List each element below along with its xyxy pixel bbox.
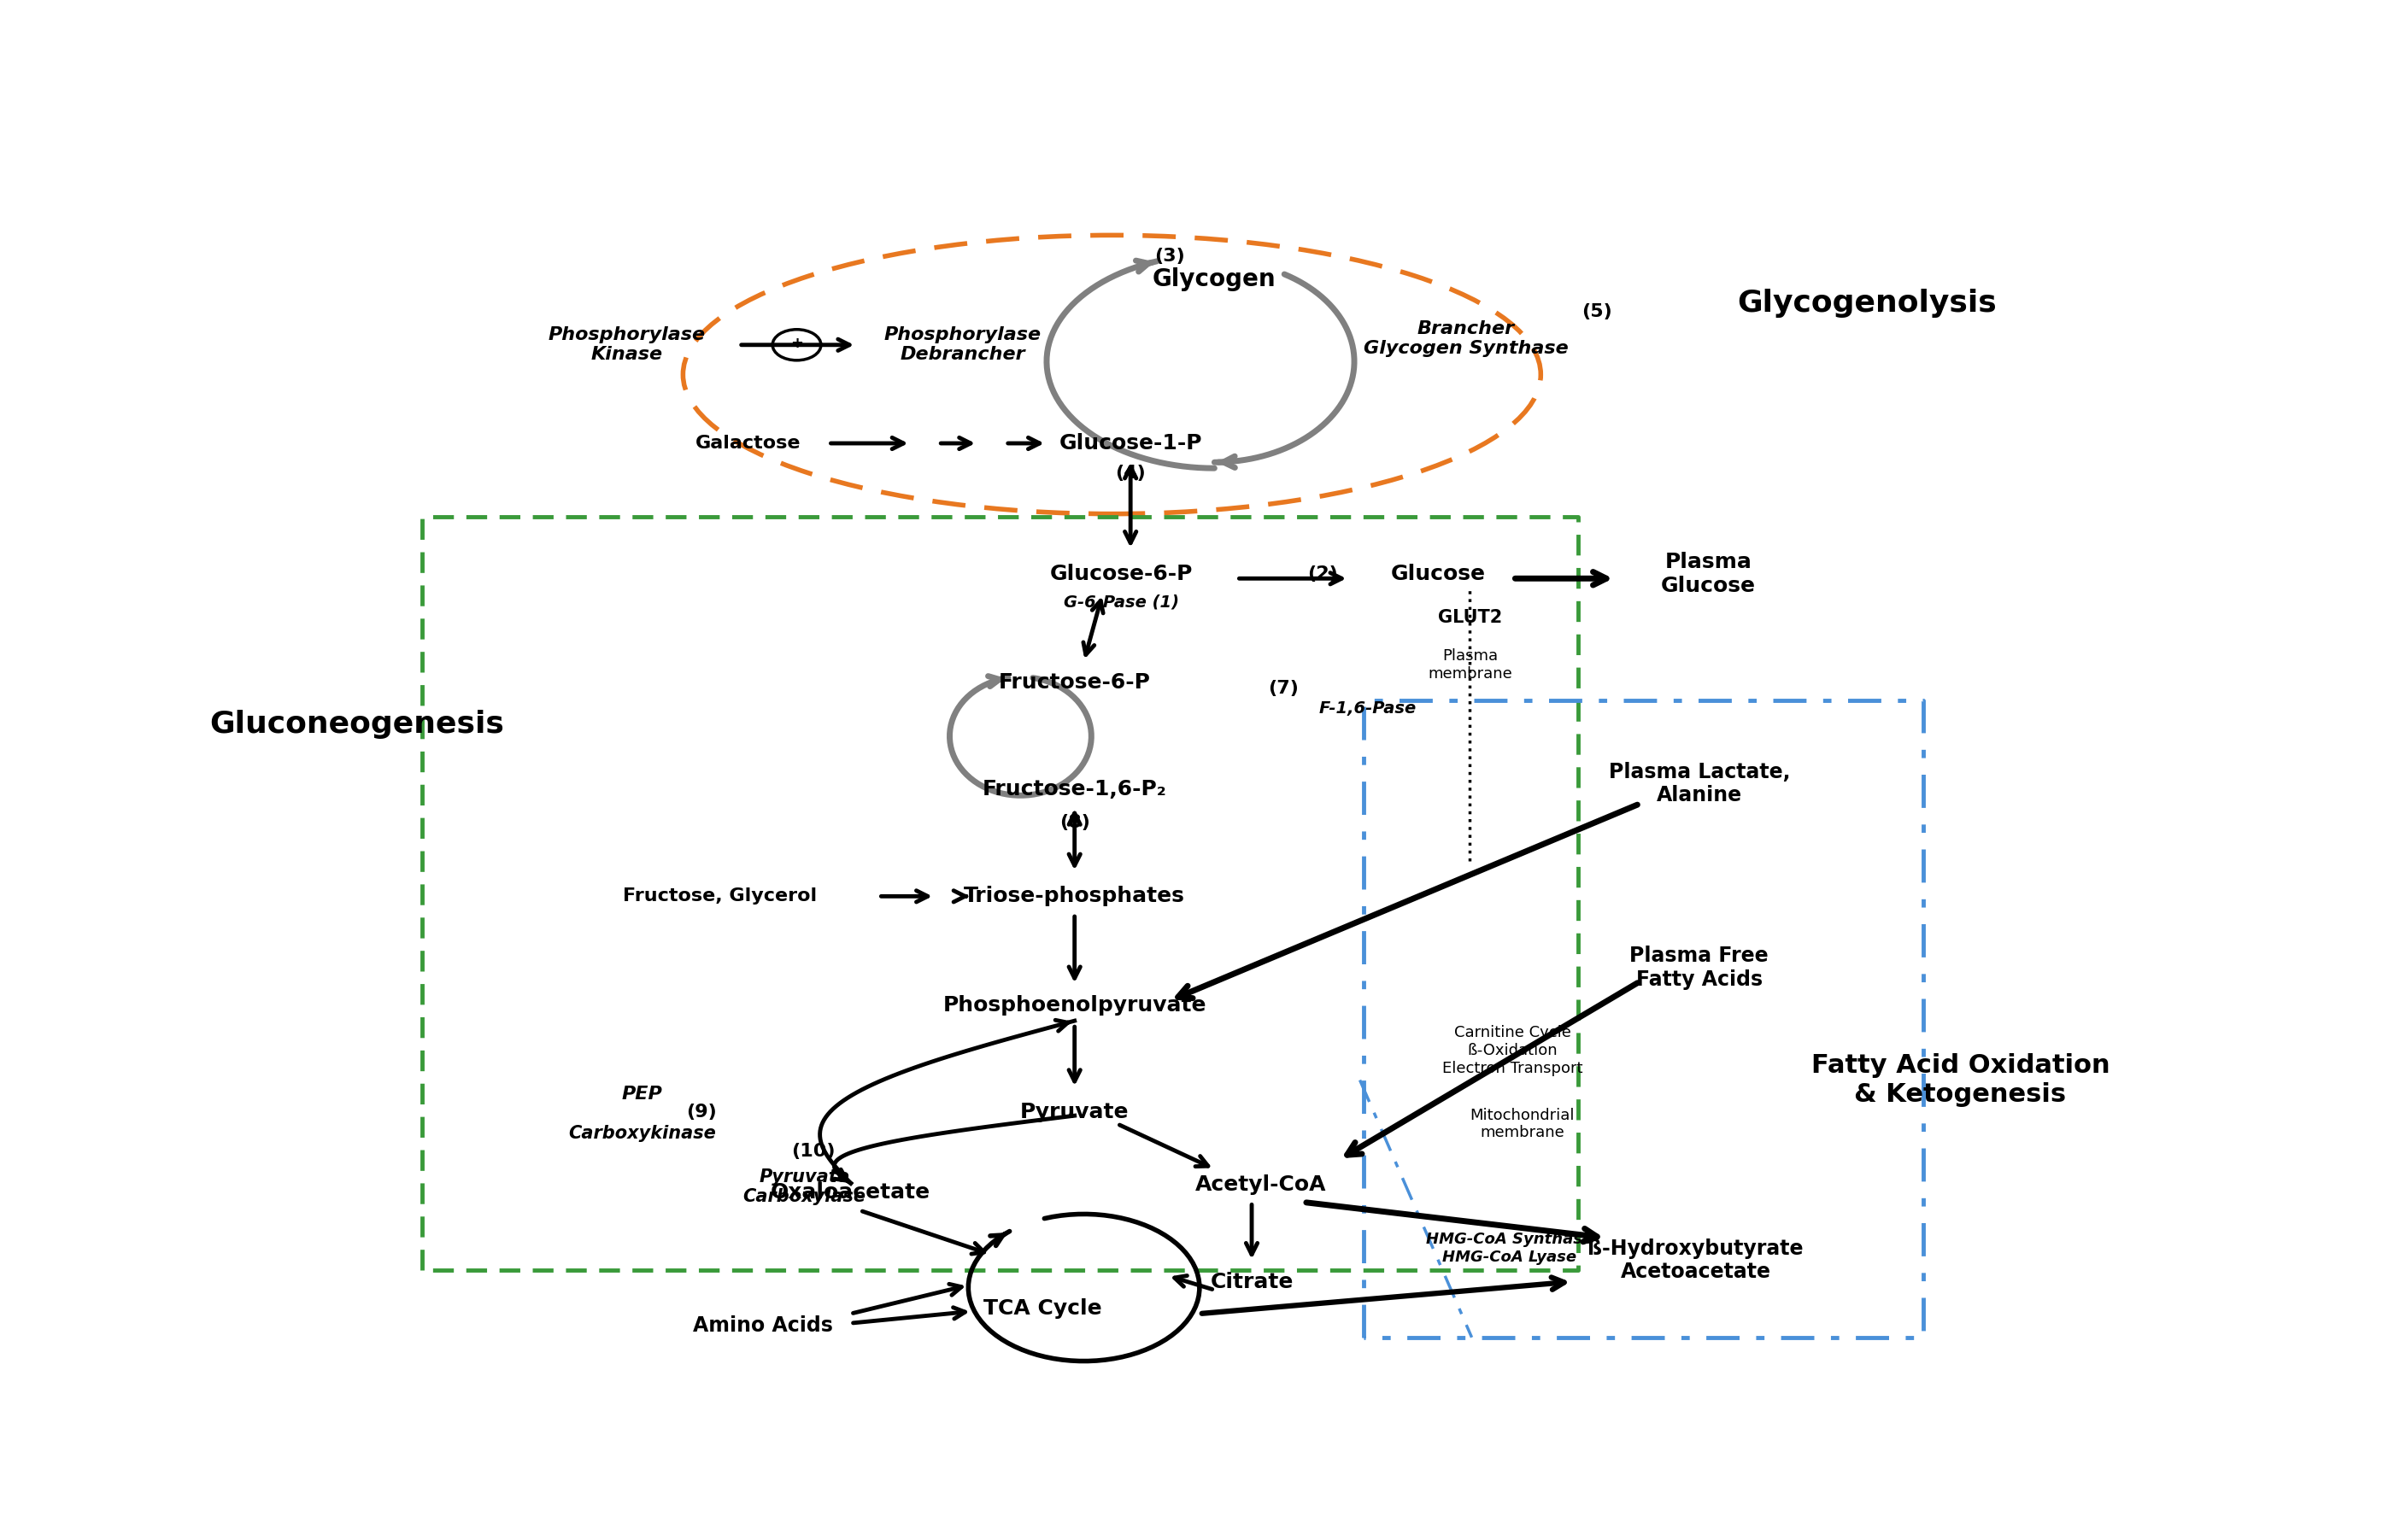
- Text: (4): (4): [1116, 465, 1145, 482]
- Text: Glucose: Glucose: [1391, 564, 1485, 584]
- Text: Pyruvate: Pyruvate: [1020, 1101, 1128, 1123]
- Text: Gluconeogenesis: Gluconeogenesis: [209, 710, 503, 739]
- Text: TCA Cycle: TCA Cycle: [984, 1298, 1102, 1320]
- Text: Glucose-1-P: Glucose-1-P: [1059, 433, 1203, 454]
- Text: G-6-Pase (1): G-6-Pase (1): [1063, 594, 1179, 610]
- Text: Glycogen: Glycogen: [1152, 268, 1275, 291]
- Text: F-1,6-Pase: F-1,6-Pase: [1318, 701, 1417, 718]
- Text: Fructose, Glycerol: Fructose, Glycerol: [623, 887, 818, 906]
- Text: Glycogenolysis: Glycogenolysis: [1737, 290, 1997, 317]
- Text: +: +: [789, 336, 804, 351]
- Text: Phosphorylase
Kinase: Phosphorylase Kinase: [549, 326, 705, 363]
- Text: Citrate: Citrate: [1210, 1272, 1294, 1292]
- Text: Plasma
membrane: Plasma membrane: [1427, 648, 1511, 682]
- Text: Fructose-6-P: Fructose-6-P: [998, 673, 1150, 693]
- Text: (9): (9): [686, 1104, 717, 1121]
- Text: Pyruvate
Carboxylase: Pyruvate Carboxylase: [743, 1169, 866, 1206]
- Text: Fructose-1,6-P₂: Fructose-1,6-P₂: [982, 779, 1167, 799]
- Text: Fatty Acid Oxidation
& Ketogenesis: Fatty Acid Oxidation & Ketogenesis: [1812, 1053, 2110, 1107]
- Text: (5): (5): [1581, 303, 1612, 320]
- Text: Phosphorylase
Debrancher: Phosphorylase Debrancher: [883, 326, 1042, 363]
- Text: Brancher
Glycogen Synthase: Brancher Glycogen Synthase: [1364, 320, 1569, 357]
- Text: (2): (2): [1306, 565, 1338, 582]
- Text: HMG-CoA Synthase
HMG-CoA Lyase: HMG-CoA Synthase HMG-CoA Lyase: [1427, 1232, 1593, 1264]
- Text: (7): (7): [1268, 681, 1299, 698]
- Text: Phosphoenolpyruvate: Phosphoenolpyruvate: [943, 995, 1205, 1015]
- Text: Plasma
Glucose: Plasma Glucose: [1660, 551, 1756, 596]
- Text: Glucose-6-P: Glucose-6-P: [1049, 564, 1193, 584]
- Text: Oxaloacetate: Oxaloacetate: [770, 1183, 931, 1203]
- Text: GLUT2: GLUT2: [1439, 610, 1501, 627]
- Text: ß-Hydroxybutyrate
Acetoacetate: ß-Hydroxybutyrate Acetoacetate: [1588, 1238, 1804, 1283]
- Text: Amino Acids: Amino Acids: [693, 1315, 832, 1335]
- Text: Triose-phosphates: Triose-phosphates: [965, 885, 1186, 907]
- Text: Carnitine Cycle
ß-Oxidation
Electron Transport: Carnitine Cycle ß-Oxidation Electron Tra…: [1444, 1026, 1583, 1076]
- Text: Mitochondrial
membrane: Mitochondrial membrane: [1470, 1107, 1574, 1141]
- Text: PEP: PEP: [621, 1086, 662, 1103]
- Text: (10): (10): [792, 1143, 835, 1160]
- Text: (3): (3): [1155, 248, 1184, 265]
- Text: Carboxykinase: Carboxykinase: [568, 1124, 715, 1143]
- Text: Galactose: Galactose: [695, 434, 801, 451]
- Text: Plasma Lactate,
Alanine: Plasma Lactate, Alanine: [1610, 761, 1790, 805]
- Text: Acetyl-CoA: Acetyl-CoA: [1196, 1173, 1326, 1195]
- Text: Plasma Free
Fatty Acids: Plasma Free Fatty Acids: [1629, 946, 1768, 990]
- Text: (8): (8): [1059, 815, 1090, 832]
